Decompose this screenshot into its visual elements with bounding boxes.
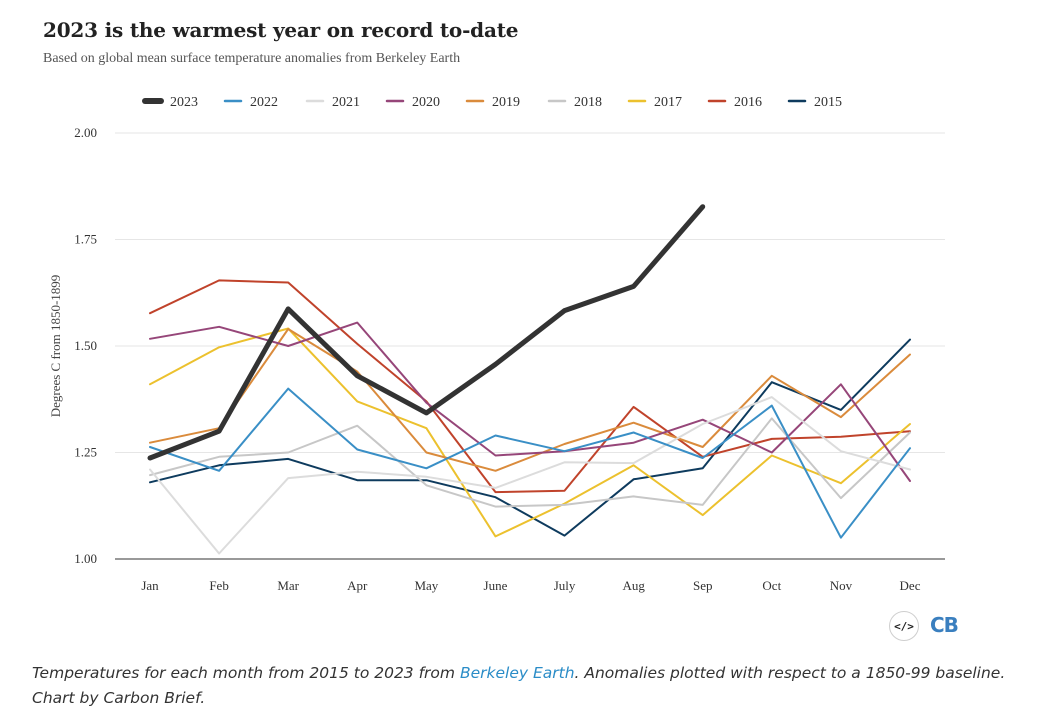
chart-gridlines bbox=[115, 132, 945, 560]
y-axis-label: Degrees C from 1850-1899 bbox=[48, 275, 63, 418]
x-axis: Jan Feb Mar Apr May June July Aug Sep Oct Nov Dec bbox=[141, 578, 920, 593]
legend-label: 2015 bbox=[814, 95, 842, 110]
y-tick-label: 1.00 bbox=[74, 551, 97, 566]
x-tick-label: Feb bbox=[209, 578, 229, 593]
line-chart: 2023 2022 2021 2020 2019 2018 2017 2016 2015 1.0… bbox=[48, 95, 945, 593]
legend-item-2023[interactable]: 2023 bbox=[142, 95, 198, 110]
x-tick-label: Apr bbox=[347, 578, 368, 593]
legend-item-2021[interactable]: 2021 bbox=[305, 95, 360, 110]
legend-label: 2022 bbox=[250, 95, 278, 110]
legend-item-2019[interactable]: 2019 bbox=[465, 95, 520, 110]
series-line-2019[interactable] bbox=[149, 328, 911, 472]
legend-label: 2021 bbox=[332, 95, 360, 110]
x-tick-label: Nov bbox=[830, 578, 853, 593]
x-tick-label: June bbox=[484, 578, 508, 593]
berkeley-earth-link[interactable]: Berkeley Earth bbox=[459, 664, 575, 682]
caption-text-after: . Anomalies plotted with respect to a 18… bbox=[32, 664, 1006, 707]
chart-series bbox=[147, 204, 911, 555]
series-line-2022[interactable] bbox=[149, 387, 911, 539]
legend-label: 2023 bbox=[170, 95, 198, 110]
chart-caption: Temperatures for each month from 2015 to… bbox=[32, 661, 1022, 711]
chart-title: 2023 is the warmest year on record to-da… bbox=[43, 18, 519, 42]
y-tick-label: 1.25 bbox=[74, 445, 97, 460]
legend-label: 2016 bbox=[734, 95, 762, 110]
y-axis: 1.00 1.25 1.50 1.75 2.00 bbox=[74, 125, 97, 566]
y-tick-label: 1.50 bbox=[74, 338, 97, 353]
carbon-brief-logo[interactable]: CB bbox=[930, 613, 959, 637]
legend-label: 2020 bbox=[412, 95, 440, 110]
series-line-2020[interactable] bbox=[149, 321, 911, 482]
series-line-2021[interactable] bbox=[149, 396, 911, 555]
x-tick-label: Oct bbox=[762, 578, 781, 593]
series-line-2015[interactable] bbox=[149, 338, 911, 537]
legend-item-2022[interactable]: 2022 bbox=[223, 95, 278, 110]
series-line-2016[interactable] bbox=[149, 279, 911, 494]
x-tick-label: Aug bbox=[622, 578, 645, 593]
caption-text-before: Temperatures for each month from 2015 to… bbox=[32, 664, 460, 682]
y-tick-label: 2.00 bbox=[74, 125, 97, 140]
legend-item-2016[interactable]: 2016 bbox=[707, 95, 762, 110]
legend-item-2018[interactable]: 2018 bbox=[547, 95, 602, 110]
chart-subtitle: Based on global mean surface temperature… bbox=[43, 51, 461, 66]
legend-item-2015[interactable]: 2015 bbox=[787, 95, 842, 110]
legend-label: 2018 bbox=[574, 95, 602, 110]
legend-label: 2019 bbox=[492, 95, 520, 110]
chart-legend: 2023 2022 2021 2020 2019 2018 2017 2016 2015 bbox=[142, 95, 842, 110]
x-tick-label: Mar bbox=[277, 578, 299, 593]
legend-label: 2017 bbox=[654, 95, 682, 110]
legend-item-2017[interactable]: 2017 bbox=[627, 95, 682, 110]
x-tick-label: Sep bbox=[693, 578, 713, 593]
legend-item-2020[interactable]: 2020 bbox=[385, 95, 440, 110]
y-tick-label: 1.75 bbox=[74, 232, 97, 247]
series-line-2023[interactable] bbox=[147, 204, 706, 461]
x-tick-label: Jan bbox=[141, 578, 159, 593]
x-tick-label: July bbox=[554, 578, 576, 593]
series-line-2018[interactable] bbox=[149, 417, 911, 508]
x-tick-label: May bbox=[414, 578, 438, 593]
x-tick-label: Dec bbox=[900, 578, 921, 593]
code-embed-icon[interactable]: </> bbox=[889, 611, 919, 641]
